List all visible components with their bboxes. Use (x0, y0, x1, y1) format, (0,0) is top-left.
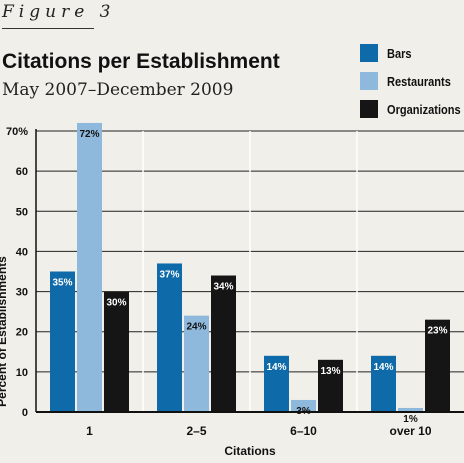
data-label: 14% (373, 362, 393, 373)
legend-item-restaurants: Restaurants (360, 72, 462, 90)
bar (184, 315, 209, 412)
bar (291, 399, 316, 412)
legend-swatch-bars (360, 44, 378, 62)
data-label: 1% (403, 414, 418, 425)
bar (104, 291, 129, 412)
bar (371, 355, 396, 412)
y-tick-label: 60 (16, 166, 28, 178)
x-tick-label: 2–5 (186, 424, 206, 438)
data-label: 13% (320, 366, 340, 377)
y-tick-label: 40 (16, 246, 28, 258)
y-axis-title: Percent of Establishments (0, 256, 9, 407)
y-tick-label: 20 (16, 327, 28, 339)
bar (211, 275, 236, 412)
data-label: 34% (213, 282, 233, 293)
x-tick-label: 1 (86, 424, 93, 438)
bar (77, 122, 102, 412)
legend-label-bars: Bars (387, 45, 412, 61)
data-label: 23% (427, 326, 447, 337)
data-label: 14% (266, 362, 286, 373)
y-tick-label: 70% (6, 126, 28, 138)
data-label: 37% (159, 269, 179, 280)
data-label: 30% (106, 298, 126, 309)
bar (398, 407, 423, 412)
legend-swatch-organizations (360, 100, 378, 118)
legend-item-organizations: Organizations (360, 100, 464, 118)
bar (425, 319, 450, 412)
figure-rule (2, 28, 94, 29)
legend-swatch-restaurants (360, 72, 378, 90)
bar (264, 355, 289, 412)
figure-label: Figure 3 (2, 2, 116, 22)
legend-label-restaurants: Restaurants (387, 73, 451, 89)
y-tick-label: 0 (22, 407, 28, 419)
x-axis-title: Citations (224, 444, 276, 458)
data-label: 24% (186, 322, 206, 333)
x-tick-label: over 10 (389, 424, 431, 438)
y-tick-label: 10 (16, 367, 28, 379)
legend-label-organizations: Organizations (387, 101, 461, 117)
y-tick-label: 30 (16, 287, 28, 299)
data-label: 72% (79, 129, 99, 140)
bar (318, 359, 343, 412)
data-label: 35% (52, 278, 72, 289)
chart-title: Citations per Establishment (2, 50, 280, 73)
bar (50, 271, 75, 412)
y-tick-label: 50 (16, 206, 28, 218)
x-tick-label: 6–10 (290, 424, 317, 438)
legend-item-bars: Bars (360, 44, 416, 62)
bar (157, 263, 182, 412)
chart-subtitle: May 2007–December 2009 (2, 80, 234, 100)
